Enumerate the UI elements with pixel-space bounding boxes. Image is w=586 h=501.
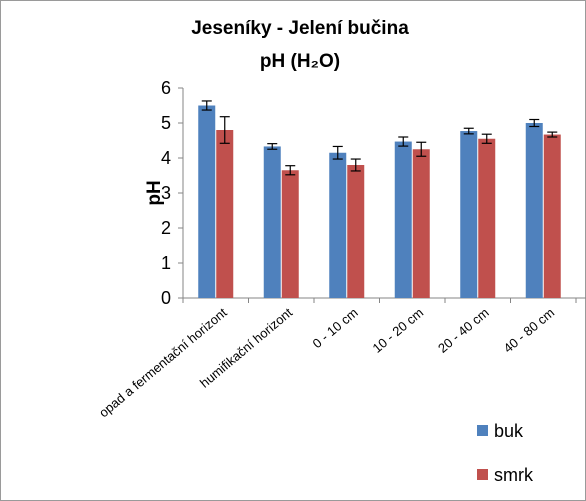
error-bar [219, 116, 230, 144]
legend-label: buk [494, 421, 524, 441]
bar-buk [263, 146, 281, 298]
legend-item-smrk: smrk [477, 465, 534, 485]
y-tick-label: 4 [161, 148, 171, 168]
y-tick-label: 6 [161, 78, 171, 98]
error-bar [529, 118, 540, 128]
x-category-label: 10 - 20 cm [369, 305, 426, 356]
x-category-label: 40 - 80 cm [500, 305, 557, 356]
error-bar [267, 143, 278, 150]
x-category-label: 0 - 10 cm [310, 305, 361, 351]
error-bar [350, 158, 361, 172]
bar-smrk [281, 170, 299, 298]
bar-buk [525, 123, 543, 298]
y-axis-title: pH [144, 180, 165, 205]
error-bar [463, 127, 474, 135]
bar-buk [394, 141, 412, 298]
bar-smrk [412, 149, 430, 298]
bar-buk [460, 131, 478, 298]
bar-smrk [347, 165, 365, 298]
chart-subtitle: pH (H₂O) [259, 51, 341, 72]
bar-smrk [478, 138, 496, 298]
x-category-label: 20 - 40 cm [435, 305, 492, 356]
error-bar [416, 141, 427, 157]
y-tick-label: 2 [161, 218, 171, 238]
bar-buk [198, 105, 216, 298]
legend-label: smrk [494, 465, 534, 485]
error-bar [398, 136, 409, 147]
y-tick-label: 3 [161, 183, 171, 203]
error-bar [201, 100, 212, 111]
error-bar [481, 133, 492, 144]
bar-smrk [216, 130, 234, 298]
error-bar [547, 131, 558, 138]
legend-item-buk: buk [477, 421, 524, 441]
y-tick-label: 5 [161, 113, 171, 133]
legend-swatch [477, 425, 488, 436]
x-category-label: opad a fermentační horizont [96, 305, 230, 421]
bar-buk [329, 152, 347, 298]
y-tick-label: 0 [161, 288, 171, 308]
legend-swatch [477, 469, 488, 480]
error-bar [285, 165, 296, 176]
chart-title: Jeseníky - Jelení bučina [191, 18, 409, 39]
y-tick-label: 1 [161, 253, 171, 273]
bar-smrk [543, 134, 561, 298]
error-bar [332, 145, 343, 160]
